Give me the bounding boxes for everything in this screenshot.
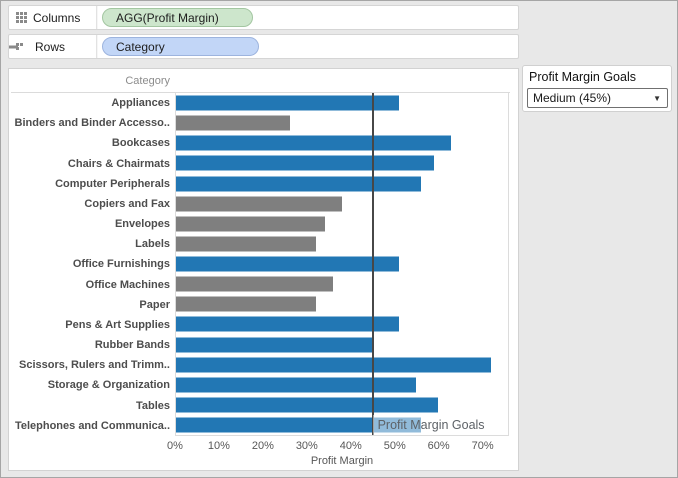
chart-pane: Profit Margin Goals	[175, 93, 509, 436]
bar[interactable]	[176, 216, 325, 232]
bar[interactable]	[176, 316, 399, 332]
category-label[interactable]: Storage & Organization	[47, 379, 170, 392]
x-axis-title: Profit Margin	[310, 455, 374, 467]
rows-shelf[interactable]: Rows Category	[8, 34, 519, 59]
reference-line-label: Profit Margin Goals	[372, 415, 489, 435]
dropdown-caret-icon[interactable]: ▼	[653, 93, 661, 103]
category-label[interactable]: Binders and Binder Accesso..	[14, 117, 170, 130]
pill-label: AGG(Profit Margin)	[116, 11, 219, 25]
rows-icon	[9, 43, 29, 50]
bar-row	[176, 294, 508, 314]
bar-row	[176, 113, 508, 133]
header-divider	[11, 92, 510, 93]
bar[interactable]	[176, 236, 316, 252]
bar-row	[176, 335, 508, 355]
bar-row	[176, 375, 508, 395]
category-label[interactable]: Telephones and Communica..	[14, 419, 170, 432]
x-tick-label: 30%	[295, 440, 318, 452]
x-tick-label: 20%	[251, 440, 274, 452]
category-column-header[interactable]: Category	[125, 75, 170, 87]
worksheet: Category Appliances Binders and Binder Ac…	[8, 68, 519, 471]
bar-row	[176, 355, 508, 375]
category-label[interactable]: Copiers and Fax	[84, 197, 170, 210]
columns-shelf-label: Columns	[33, 10, 81, 25]
pill-category[interactable]: Category	[102, 37, 259, 56]
bar-row	[176, 274, 508, 294]
bar[interactable]	[176, 95, 399, 111]
bar[interactable]	[176, 337, 373, 353]
bar[interactable]	[176, 196, 342, 212]
bar-row	[176, 415, 508, 435]
x-tick-label: 60%	[427, 440, 450, 452]
bar-row	[176, 194, 508, 214]
x-tick-label: 40%	[339, 440, 362, 452]
rows-shelf-label-box: Rows	[9, 35, 97, 58]
bar[interactable]	[176, 276, 334, 292]
pill-label: Category	[116, 40, 165, 54]
parameter-control: Profit Margin Goals Medium (45%) ▼	[522, 65, 672, 112]
bar[interactable]	[176, 155, 434, 171]
x-tick-label: 0%	[167, 440, 183, 452]
bar[interactable]	[176, 115, 290, 131]
category-label[interactable]: Labels	[135, 238, 170, 251]
parameter-title: Profit Margin Goals	[529, 70, 636, 84]
bar-row	[176, 395, 508, 415]
category-label[interactable]: Paper	[139, 298, 170, 311]
category-label[interactable]: Office Furnishings	[72, 258, 170, 271]
category-label[interactable]: Tables	[135, 399, 170, 412]
bar[interactable]	[176, 135, 452, 151]
bar[interactable]	[176, 256, 399, 272]
bar-row	[176, 254, 508, 274]
category-label[interactable]: Chairs & Chairmats	[67, 157, 170, 170]
bar-row	[176, 153, 508, 173]
x-tick-label: 10%	[207, 440, 230, 452]
bar[interactable]	[176, 296, 316, 312]
bar-row	[176, 174, 508, 194]
bar-row	[176, 214, 508, 234]
bar[interactable]	[176, 417, 421, 433]
pill-agg-profit-margin[interactable]: AGG(Profit Margin)	[102, 8, 253, 27]
bar[interactable]	[176, 176, 421, 192]
category-label[interactable]: Bookcases	[111, 137, 170, 150]
category-label[interactable]: Scissors, Rulers and Trimm..	[18, 359, 170, 372]
columns-shelf[interactable]: Columns AGG(Profit Margin)	[8, 5, 519, 30]
parameter-dropdown[interactable]: Medium (45%) ▼	[527, 88, 668, 108]
category-label[interactable]: Office Machines	[85, 278, 170, 291]
category-label[interactable]: Envelopes	[114, 218, 170, 231]
reference-line[interactable]	[371, 93, 374, 435]
bar[interactable]	[176, 397, 439, 413]
bar[interactable]	[176, 377, 417, 393]
rows-shelf-label: Rows	[35, 39, 66, 54]
bar[interactable]	[176, 357, 491, 373]
parameter-value: Medium (45%)	[533, 91, 612, 105]
columns-shelf-label-box: Columns	[9, 6, 97, 29]
bar-row	[176, 314, 508, 334]
x-axis: 0% 10% 20% 30% 40% 50% 60% 70%	[167, 440, 509, 453]
category-label[interactable]: Pens & Art Supplies	[65, 318, 170, 331]
category-label[interactable]: Appliances	[111, 97, 170, 110]
bar-row	[176, 234, 508, 254]
category-label[interactable]: Rubber Bands	[94, 339, 170, 352]
category-labels: Appliances Binders and Binder Accesso.. Bo…	[9, 93, 175, 436]
bar-row	[176, 93, 508, 113]
category-label[interactable]: Computer Peripherals	[55, 177, 170, 190]
columns-icon	[16, 12, 27, 23]
x-tick-label: 70%	[471, 440, 494, 452]
x-tick-label: 50%	[383, 440, 406, 452]
bar-row	[176, 133, 508, 153]
